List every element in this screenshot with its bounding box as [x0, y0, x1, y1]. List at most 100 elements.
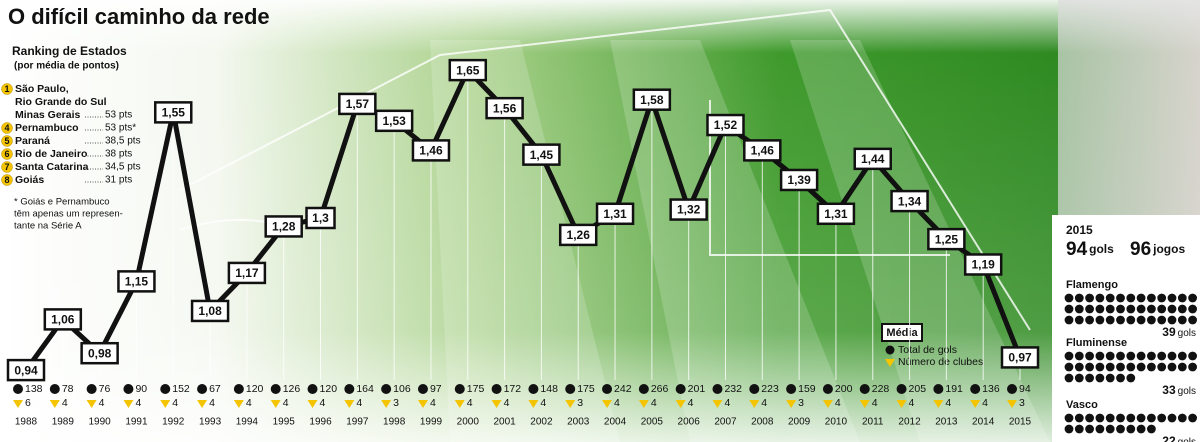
average-line [23, 65, 1023, 372]
goals-label: 266 [651, 383, 669, 395]
goal-dot [1188, 304, 1197, 314]
goals-marker [86, 384, 97, 394]
clubs-marker [123, 400, 134, 408]
goal-dot [1126, 373, 1136, 383]
goal-dot [1074, 304, 1084, 314]
value-label: 1,46 [751, 144, 775, 158]
clubs-marker [86, 400, 97, 408]
x-tick-label: 1996 [309, 417, 332, 428]
goal-dot [1085, 424, 1094, 434]
value-label: 1,56 [493, 101, 517, 115]
rank-number: 6 [4, 149, 9, 159]
goal-dot [1116, 293, 1125, 303]
team-goal-dots [1064, 413, 1197, 434]
goals-marker [344, 384, 355, 394]
value-label: 1,39 [787, 173, 811, 187]
goals-label: 164 [356, 383, 374, 395]
goal-dot [1085, 351, 1094, 361]
state-points: 34,5 pts [105, 162, 141, 173]
goals-marker [197, 384, 208, 394]
clubs-marker [1007, 400, 1017, 408]
goals-marker [638, 384, 649, 394]
goal-dot [1116, 315, 1125, 325]
state-points: 31 pts [105, 175, 132, 186]
goals-label: 148 [540, 383, 558, 395]
value-label: 1,58 [640, 93, 664, 107]
goal-dot [1188, 293, 1197, 303]
value-label: 1,52 [714, 118, 738, 132]
rank-badge [1, 174, 13, 186]
average-point [743, 139, 782, 162]
rank-number: 5 [4, 136, 9, 146]
goal-dot [1095, 304, 1105, 314]
clubs-label: 3 [1019, 397, 1025, 409]
average-point [963, 253, 1003, 276]
state-name: São Paulo, [15, 83, 69, 95]
goal-dot [1157, 293, 1167, 303]
value-label: 0,94 [14, 363, 38, 377]
ranking-note: têm apenas um represen- [14, 209, 123, 220]
clubs-marker [786, 400, 797, 408]
goals-marker [307, 384, 318, 394]
clubs-marker [859, 400, 870, 408]
goal-dot [1116, 351, 1125, 361]
x-tick-label: 1994 [236, 417, 259, 428]
state-name: Paraná [15, 135, 50, 147]
goals-marker [454, 384, 465, 394]
goal-dot [1116, 373, 1125, 383]
x-tick-label: 2015 [1009, 417, 1032, 428]
average-point [190, 299, 230, 323]
goals-marker [933, 384, 944, 394]
average-point [669, 198, 708, 221]
average-point [6, 358, 46, 382]
goal-dot [1136, 413, 1146, 423]
goal-dot [1095, 293, 1105, 303]
goal-dot [1136, 362, 1146, 372]
state-name: Santa Catarina [15, 161, 89, 173]
team-goals-unit: gols [1178, 437, 1196, 442]
goal-dot [1177, 315, 1187, 325]
ranking-title: Ranking de Estados [12, 44, 127, 58]
average-point [522, 143, 561, 166]
x-tick-label: 1993 [199, 417, 222, 428]
value-label: 1,46 [419, 144, 443, 158]
goal-dot [1064, 413, 1074, 423]
goal-dot [1147, 413, 1156, 423]
x-tick-label: 2014 [972, 417, 995, 428]
value-label: 1,08 [198, 304, 222, 318]
goal-dot [1126, 351, 1136, 361]
goals-label: 67 [209, 383, 221, 395]
goals-marker [491, 384, 502, 394]
goal-dot [1136, 424, 1146, 434]
goal-net [1058, 0, 1200, 215]
goals-label: 94 [1019, 383, 1031, 395]
clubs-marker [381, 400, 392, 408]
value-label: 1,25 [935, 232, 959, 246]
goals-marker [233, 384, 244, 394]
x-tick-label: 1990 [89, 417, 112, 428]
state-name: Pernambuco [15, 122, 79, 134]
legend-title: Média [886, 327, 918, 339]
goal-dot [1116, 424, 1125, 434]
clubs-label: 4 [982, 397, 988, 409]
goals-label: 175 [467, 383, 485, 395]
season-panel [1052, 215, 1200, 442]
x-tick-label: 2008 [751, 417, 774, 428]
value-label: 1,44 [861, 152, 885, 166]
goal-dot [1085, 413, 1094, 423]
value-label: 1,19 [972, 258, 996, 272]
value-label: 1,65 [456, 63, 480, 77]
clubs-label: 4 [688, 397, 694, 409]
team-goals-unit: gols [1178, 328, 1196, 339]
team-goals-value: 22 [1162, 434, 1176, 442]
average-point [595, 202, 635, 226]
state-name: Minas Gerais [15, 109, 81, 121]
x-tick-label: 2007 [714, 417, 737, 428]
goal-dot [1177, 351, 1187, 361]
clubs-label: 4 [283, 397, 289, 409]
average-point [853, 147, 892, 171]
goals-label: 223 [761, 383, 779, 395]
ranking-note: * Goiás e Pernambuco [14, 197, 110, 208]
value-label: 1,32 [677, 203, 701, 217]
legend-label: Número de clubes [898, 356, 983, 368]
